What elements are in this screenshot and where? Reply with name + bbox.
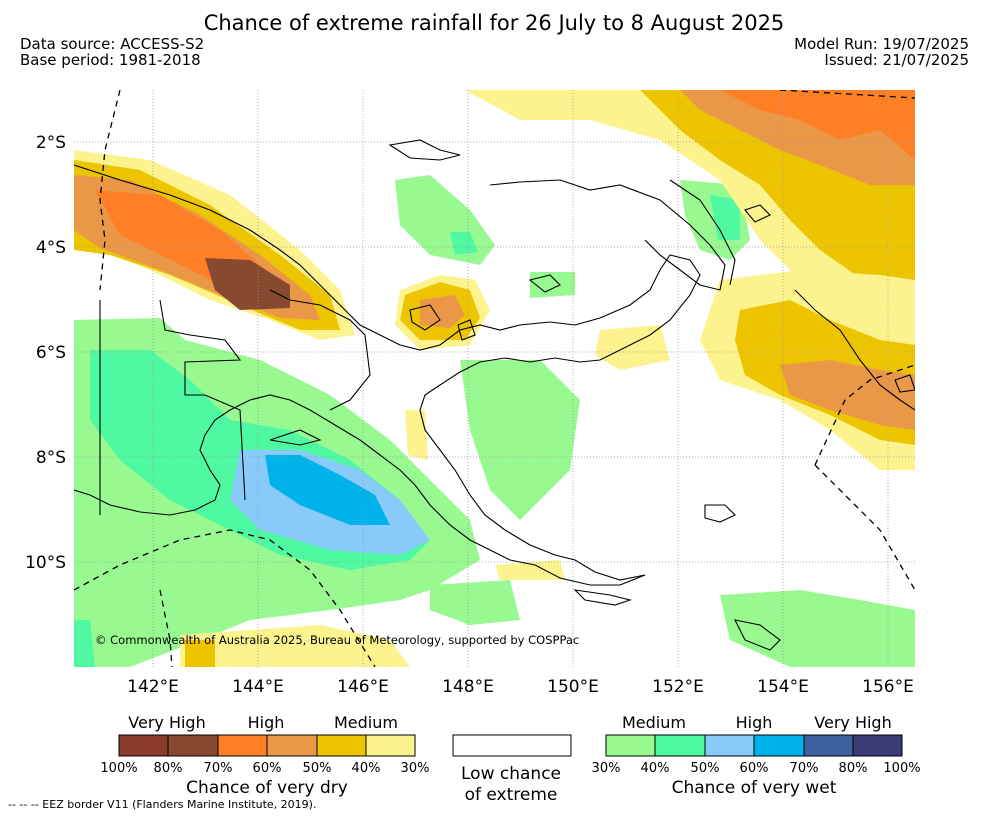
dry-region	[74, 90, 915, 667]
lon-label: 154°E	[757, 677, 809, 697]
issued-text: Issued: 21/07/2025	[824, 51, 969, 69]
lon-label: 148°E	[442, 677, 494, 697]
copyright-text: © Commonwealth of Australia 2025, Bureau…	[95, 633, 579, 647]
map-graticule	[74, 90, 915, 667]
low-chance-caption: of extreme	[465, 785, 558, 805]
dry-color-box	[119, 735, 168, 756]
wet-tick: 80%	[839, 761, 868, 776]
low-chance-caption: Low chance	[461, 764, 561, 784]
wet-color-box	[853, 735, 902, 756]
coastlines	[74, 139, 915, 651]
wet-tick: 100%	[883, 761, 920, 776]
wet-caption: Chance of very wet	[672, 778, 837, 798]
data-source-text: Data source: ACCESS-S2	[20, 35, 205, 53]
dry-tick: 100%	[100, 761, 137, 776]
lat-label: 6°S	[36, 343, 66, 363]
wet-tick: 70%	[790, 761, 819, 776]
dry-tick: 60%	[253, 761, 282, 776]
lat-label: 8°S	[36, 448, 66, 468]
map-canvas	[74, 90, 915, 667]
dry-tick: 70%	[204, 761, 233, 776]
dry-level-label: High	[248, 713, 285, 732]
lat-label: 2°S	[36, 133, 66, 153]
dry-color-box	[168, 735, 218, 756]
wet-level-label: High	[736, 713, 773, 732]
dry-color-box	[267, 735, 317, 756]
dry-legend: Very High High Medium 100% 80% 70% 60% 5…	[100, 713, 429, 798]
wet-color-box	[754, 735, 804, 756]
wet-level-label: Very High	[814, 713, 891, 732]
lon-label: 156°E	[862, 677, 914, 697]
wet-tick: 50%	[691, 761, 720, 776]
lat-label: 10°S	[25, 553, 66, 573]
wet-color-box	[655, 735, 705, 756]
wet-region	[74, 175, 915, 667]
lon-label: 142°E	[127, 677, 179, 697]
dry-tick: 80%	[154, 761, 183, 776]
dry-color-box	[218, 735, 267, 756]
wet-level-label: Medium	[622, 713, 686, 732]
dry-caption: Chance of very dry	[186, 778, 348, 798]
longitude-labels: 142°E 144°E 146°E 148°E 150°E 152°E 154°…	[127, 677, 914, 697]
wet-tick: 60%	[740, 761, 769, 776]
low-chance-legend: Low chance of extreme	[452, 734, 572, 805]
dry-color-box	[317, 735, 366, 756]
latitude-labels: 2°S 4°S 6°S 8°S 10°S	[25, 133, 66, 573]
dry-tick: 50%	[303, 761, 332, 776]
dry-level-label: Very High	[128, 713, 205, 732]
dry-tick: 30%	[401, 761, 430, 776]
dry-tick: 40%	[352, 761, 381, 776]
model-run-text: Model Run: 19/07/2025	[794, 35, 969, 53]
wet-tick: 30%	[592, 761, 621, 776]
low-chance-box	[452, 734, 572, 757]
wet-color-box	[606, 735, 655, 756]
wet-color-box	[705, 735, 754, 756]
eez-border	[74, 90, 915, 667]
eez-footnote: -- -- -- EEZ border V11 (Flanders Marine…	[8, 798, 316, 811]
map-title: Chance of extreme rainfall for 26 July t…	[203, 11, 785, 35]
lon-label: 152°E	[652, 677, 704, 697]
lon-label: 144°E	[232, 677, 284, 697]
wet-color-box	[804, 735, 853, 756]
dry-level-label: Medium	[334, 713, 398, 732]
lat-label: 4°S	[36, 238, 66, 258]
base-period-text: Base period: 1981-2018	[20, 51, 201, 69]
lon-label: 146°E	[337, 677, 389, 697]
dry-color-box	[366, 735, 415, 756]
lon-label: 150°E	[547, 677, 599, 697]
wet-legend: Medium High Very High 30% 40% 50% 60% 70…	[592, 713, 921, 798]
wet-tick: 40%	[641, 761, 670, 776]
